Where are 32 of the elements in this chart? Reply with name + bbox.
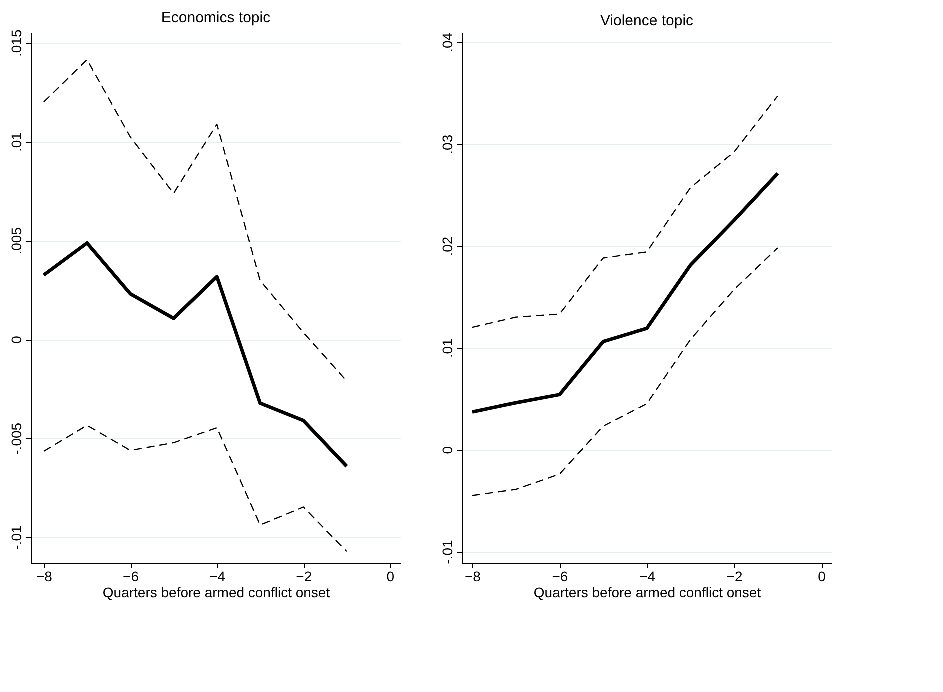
line-series — [472, 96, 778, 328]
x-tick-label: −4 — [210, 568, 226, 584]
line-series — [472, 247, 778, 496]
y-tick-label: .005 — [8, 227, 24, 255]
y-tick-label: .03 — [440, 134, 456, 154]
y-tick-label: -.01 — [8, 526, 24, 550]
x-axis-title: Quarters before armed conflict onset — [534, 584, 762, 600]
x-tick-label: −2 — [296, 568, 312, 584]
y-tick-label: -.005 — [8, 422, 24, 455]
x-tick-label: 0 — [386, 568, 395, 584]
line-series — [470, 172, 780, 414]
x-tick-label: −6 — [123, 568, 140, 584]
y-tick-label: -.01 — [440, 540, 456, 564]
y-tick-label: .015 — [8, 30, 24, 58]
x-tick-label: 0 — [818, 568, 826, 584]
y-tick-label: .04 — [440, 32, 456, 52]
x-tick-label: −6 — [552, 568, 568, 584]
y-tick-label: 0 — [8, 336, 24, 344]
x-tick-label: −8 — [36, 568, 53, 584]
line-series — [42, 241, 349, 468]
x-axis-title: Quarters before armed conflict onset — [102, 584, 330, 600]
x-tick-label: −2 — [726, 568, 743, 584]
line-series — [43, 59, 348, 382]
line-series — [43, 424, 348, 552]
y-tick-label: .02 — [440, 236, 456, 256]
x-tick-label: −4 — [640, 568, 656, 584]
chart-title: Economics topic — [161, 9, 272, 26]
y-tick-label: 0 — [440, 446, 456, 454]
y-tick-label: .01 — [8, 132, 24, 152]
y-tick-label: .01 — [440, 338, 456, 358]
x-tick-label: −8 — [464, 568, 482, 584]
chart-title: Violence topic — [600, 12, 694, 30]
